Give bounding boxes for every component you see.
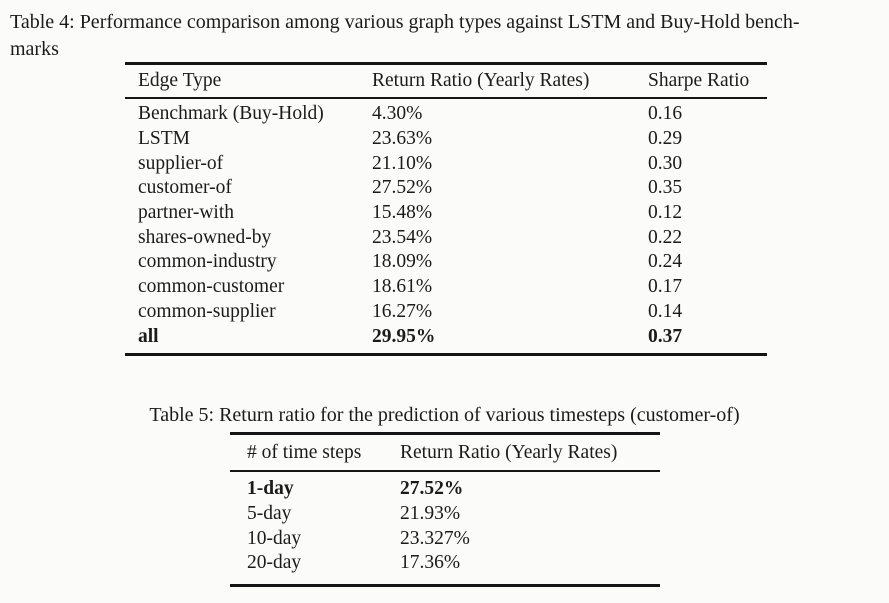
cell-return-ratio: 21.10% (372, 152, 433, 174)
cell-sharpe-ratio: 0.35 (648, 177, 683, 199)
table5: # of time steps Return Ratio (Yearly Rat… (230, 432, 660, 587)
cell-sharpe-ratio: 0.16 (648, 103, 683, 125)
cell-return-ratio: 27.52% (400, 478, 464, 500)
column-header-sharpe-ratio: Sharpe Ratio (648, 63, 767, 99)
cell-edge-type: Benchmark (Buy-Hold) (138, 103, 324, 125)
table4-caption-line1: Table 4: Performance comparison among va… (10, 11, 800, 33)
cell-edge-type: partner-with (138, 202, 234, 224)
table-row: shares-owned-by 23.54% 0.22 (125, 225, 767, 250)
table-row-all: all 29.95% 0.37 (125, 324, 767, 354)
table4: Edge Type Return Ratio (Yearly Rates) Sh… (125, 62, 767, 356)
table-row-1day: 1-day 27.52% (230, 471, 660, 502)
cell-edge-type: common-supplier (138, 300, 276, 322)
table-row: Benchmark (Buy-Hold) 4.30% 0.16 (125, 98, 767, 127)
table-row: common-industry 18.09% 0.24 (125, 250, 767, 275)
cell-edge-type: supplier-of (138, 152, 224, 174)
table-row: customer-of 27.52% 0.35 (125, 176, 767, 201)
cell-timesteps: 20-day (247, 552, 302, 574)
cell-edge-type: shares-owned-by (138, 226, 272, 248)
cell-return-ratio: 18.09% (372, 251, 433, 273)
table-row: LSTM 23.63% 0.29 (125, 127, 767, 152)
column-header-timesteps: # of time steps (230, 433, 400, 472)
cell-edge-type: LSTM (138, 128, 191, 150)
column-header-return-ratio: Return Ratio (Yearly Rates) (372, 63, 648, 99)
table-row: common-customer 18.61% 0.17 (125, 275, 767, 300)
table4-header-row: Edge Type Return Ratio (Yearly Rates) Sh… (125, 63, 767, 99)
cell-sharpe-ratio: 0.12 (648, 202, 683, 224)
cell-return-ratio: 23.63% (372, 128, 433, 150)
cell-return-ratio: 18.61% (372, 276, 433, 298)
table4-caption-line2: marks (10, 38, 59, 60)
cell-sharpe-ratio: 0.37 (648, 325, 683, 347)
cell-sharpe-ratio: 0.29 (648, 128, 683, 150)
cell-return-ratio: 23.327% (400, 527, 470, 549)
cell-return-ratio: 29.95% (372, 325, 436, 347)
table-row: 5-day 21.93% (230, 502, 660, 527)
cell-edge-type: all (138, 325, 159, 347)
column-header-edge-type: Edge Type (125, 63, 372, 99)
cell-edge-type: customer-of (138, 177, 232, 199)
cell-sharpe-ratio: 0.22 (648, 226, 683, 248)
table-row: common-supplier 16.27% 0.14 (125, 300, 767, 325)
table5-header-row: # of time steps Return Ratio (Yearly Rat… (230, 433, 660, 472)
table-row: 20-day 17.36% (230, 551, 660, 585)
table-row: 10-day 23.327% (230, 526, 660, 551)
table4-caption: Table 4: Performance comparison among va… (10, 9, 800, 63)
cell-return-ratio: 17.36% (400, 552, 461, 574)
cell-return-ratio: 27.52% (372, 177, 433, 199)
cell-sharpe-ratio: 0.14 (648, 300, 683, 322)
cell-timesteps: 10-day (247, 527, 302, 549)
table5-caption: Table 5: Return ratio for the prediction… (149, 404, 740, 426)
table-row: partner-with 15.48% 0.12 (125, 201, 767, 226)
cell-edge-type: common-customer (138, 276, 285, 298)
cell-edge-type: common-industry (138, 251, 277, 273)
cell-sharpe-ratio: 0.17 (648, 276, 683, 298)
cell-return-ratio: 21.93% (400, 503, 461, 525)
table-row: supplier-of 21.10% 0.30 (125, 151, 767, 176)
cell-timesteps: 1-day (247, 478, 294, 500)
cell-return-ratio: 23.54% (372, 226, 433, 248)
cell-return-ratio: 4.30% (372, 103, 423, 125)
column-header-return-ratio: Return Ratio (Yearly Rates) (400, 433, 660, 472)
cell-timesteps: 5-day (247, 503, 292, 525)
cell-return-ratio: 15.48% (372, 202, 433, 224)
cell-sharpe-ratio: 0.24 (648, 251, 683, 273)
cell-sharpe-ratio: 0.30 (648, 152, 683, 174)
cell-return-ratio: 16.27% (372, 300, 433, 322)
